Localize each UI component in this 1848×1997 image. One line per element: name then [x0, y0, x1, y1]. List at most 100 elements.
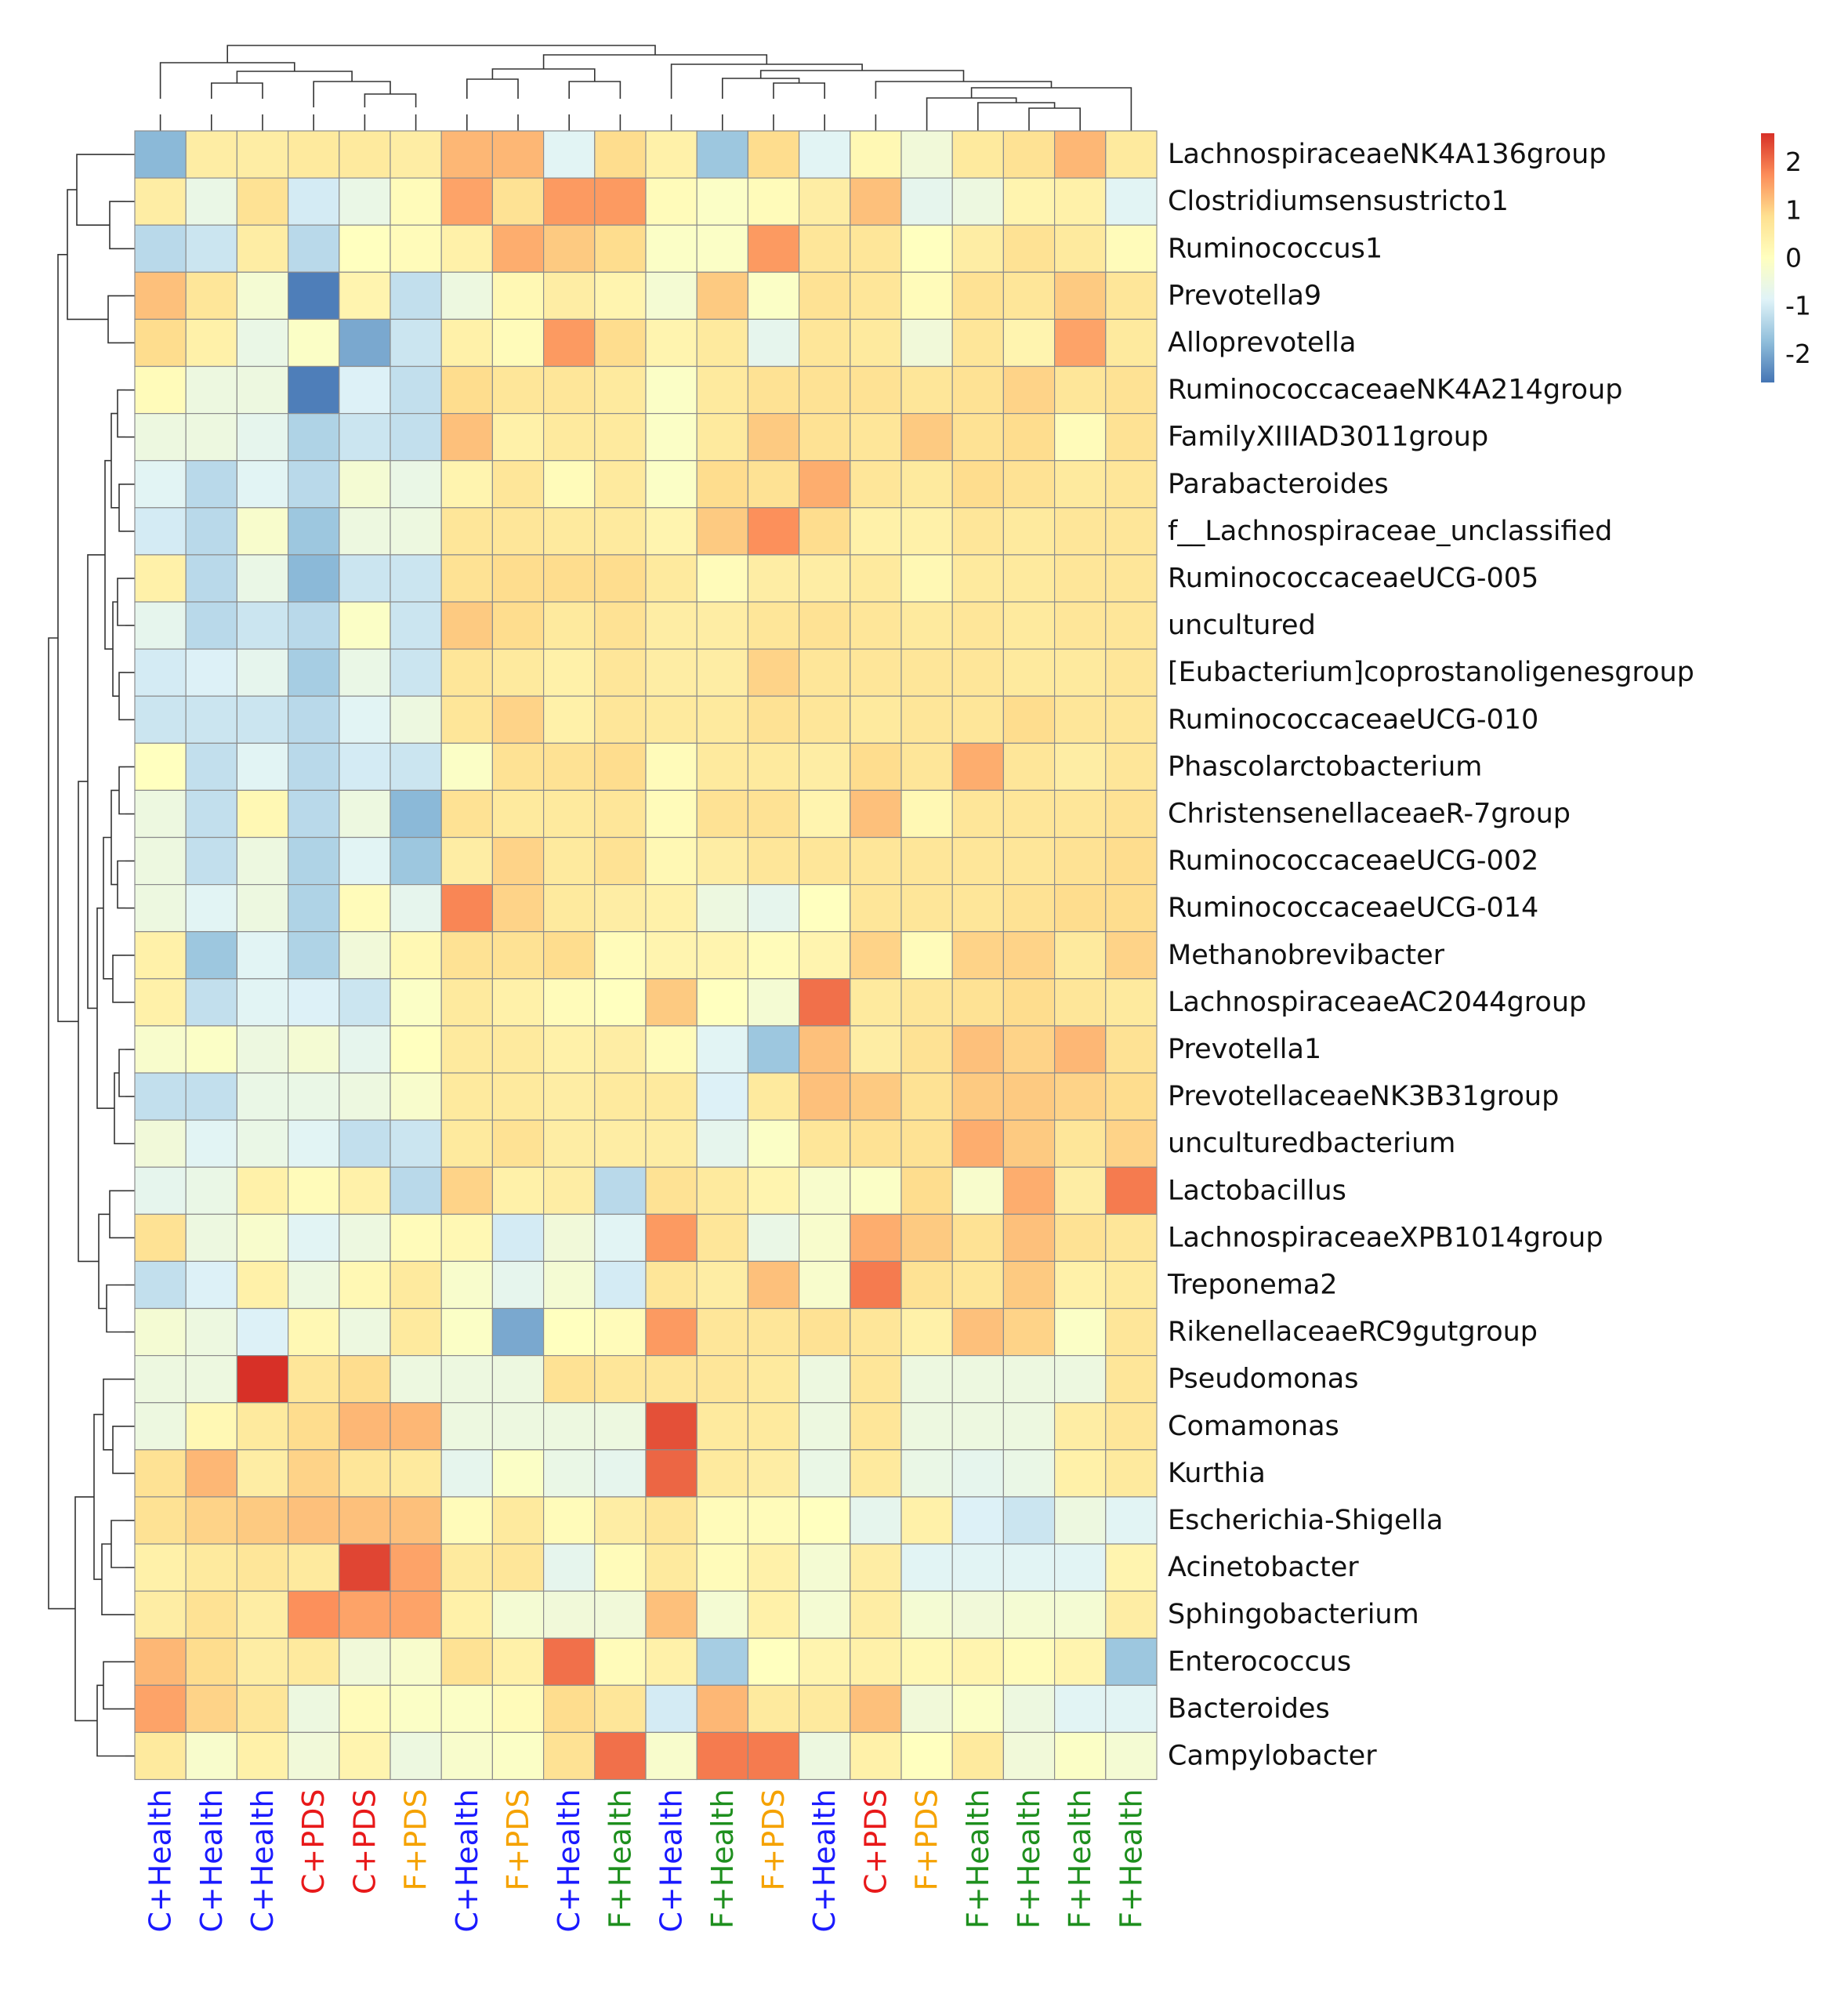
dendrogram-link — [114, 1072, 125, 1144]
heatmap-cell — [339, 931, 391, 980]
heatmap-cell — [134, 1496, 187, 1545]
heatmap-cell — [900, 224, 953, 273]
heatmap-cell — [288, 695, 340, 744]
heatmap-cell — [491, 789, 545, 839]
heatmap-cell — [1105, 224, 1158, 273]
heatmap-cell — [542, 1496, 596, 1545]
heatmap-cell — [951, 130, 1004, 179]
heatmap-cell — [850, 883, 902, 933]
dendrogram-link — [101, 1543, 125, 1615]
heatmap-cell — [288, 1307, 340, 1357]
heatmap-cell — [645, 460, 698, 509]
heatmap-cell — [900, 318, 953, 368]
heatmap-cell — [1105, 554, 1158, 603]
dendrogram-link — [87, 554, 105, 1009]
heatmap-cell — [236, 978, 289, 1027]
heatmap-cell — [134, 1731, 187, 1781]
heatmap-cell — [134, 224, 187, 273]
heatmap-cell — [594, 1260, 647, 1310]
heatmap-cell — [1002, 1449, 1056, 1498]
heatmap-cell — [1053, 1402, 1107, 1451]
heatmap-cell — [440, 1684, 494, 1734]
heatmap-cell — [645, 412, 698, 462]
heatmap-cell — [1002, 648, 1056, 697]
heatmap-cell — [288, 1072, 340, 1121]
heatmap-cell — [798, 648, 851, 697]
heatmap-cell — [951, 1449, 1004, 1498]
heatmap-cell — [339, 978, 391, 1027]
heatmap-cell — [185, 1684, 237, 1734]
heatmap-cell — [236, 1354, 289, 1404]
heatmap-cell — [440, 1402, 494, 1451]
dendrogram-link — [159, 62, 295, 99]
heatmap-cell — [1002, 1260, 1056, 1310]
heatmap-cell — [1053, 931, 1107, 980]
heatmap-cell — [236, 1213, 289, 1263]
heatmap-cell — [134, 1402, 187, 1451]
row-label: LachnospiraceaeNK4A136group — [1168, 139, 1607, 170]
heatmap-cell — [542, 224, 596, 273]
heatmap-cell — [440, 365, 494, 415]
heatmap-cell — [1053, 836, 1107, 886]
heatmap-cell — [440, 554, 494, 603]
heatmap-cell — [798, 507, 851, 556]
heatmap-cell — [798, 224, 851, 273]
heatmap-cell — [645, 1684, 698, 1734]
heatmap-cell — [798, 318, 851, 368]
heatmap-cell — [850, 1260, 902, 1310]
heatmap-cell — [850, 271, 902, 320]
dendrogram-link — [542, 54, 768, 69]
heatmap-cell — [1053, 648, 1107, 697]
heatmap-cell — [594, 1213, 647, 1263]
heatmap-cell — [390, 601, 442, 650]
heatmap-cell — [645, 224, 698, 273]
heatmap-cell — [1002, 412, 1056, 462]
heatmap-cell — [390, 1260, 442, 1310]
heatmap-cell — [390, 1496, 442, 1545]
heatmap-cell — [645, 177, 698, 226]
heatmap-cell — [850, 224, 902, 273]
heatmap-cell — [798, 931, 851, 980]
heatmap-cell — [288, 978, 340, 1027]
heatmap-cell — [542, 130, 596, 179]
heatmap-cell — [1002, 507, 1056, 556]
heatmap-cell — [594, 1072, 647, 1121]
heatmap-cell — [1053, 1684, 1107, 1734]
heatmap-cell — [1105, 177, 1158, 226]
heatmap-cell — [594, 931, 647, 980]
heatmap-cell — [134, 836, 187, 886]
heatmap-cell — [747, 130, 800, 179]
heatmap-cell — [440, 836, 494, 886]
heatmap-cell — [1002, 271, 1056, 320]
heatmap-cell — [236, 1684, 289, 1734]
heatmap-cell — [440, 318, 494, 368]
heatmap-cell — [491, 1637, 545, 1686]
heatmap-cell — [491, 318, 545, 368]
heatmap-cell — [1002, 1025, 1056, 1074]
heatmap-cell — [288, 554, 340, 603]
heatmap-cell — [900, 412, 953, 462]
heatmap-cell — [390, 1354, 442, 1404]
heatmap-cell — [594, 789, 647, 839]
heatmap-cell — [440, 1543, 494, 1592]
heatmap-cell — [1053, 1731, 1107, 1781]
heatmap-cell — [594, 1449, 647, 1498]
heatmap-cell — [1105, 130, 1158, 179]
heatmap-cell — [440, 1166, 494, 1215]
heatmap-cell — [696, 1119, 749, 1168]
heatmap-cell — [542, 271, 596, 320]
color-scale-bar — [1761, 133, 1774, 382]
heatmap-cell — [491, 271, 545, 320]
heatmap-cell — [288, 224, 340, 273]
heatmap-cell — [696, 836, 749, 886]
heatmap-cell — [288, 412, 340, 462]
heatmap-cell — [747, 1543, 800, 1592]
heatmap-cell — [696, 412, 749, 462]
heatmap-cell — [747, 1025, 800, 1074]
heatmap-cell — [236, 365, 289, 415]
heatmap-cell — [440, 1213, 494, 1263]
heatmap-cell — [236, 460, 289, 509]
column-label: C+PDS — [347, 1789, 382, 1895]
heatmap-cell — [440, 1307, 494, 1357]
heatmap-cell — [185, 1307, 237, 1357]
